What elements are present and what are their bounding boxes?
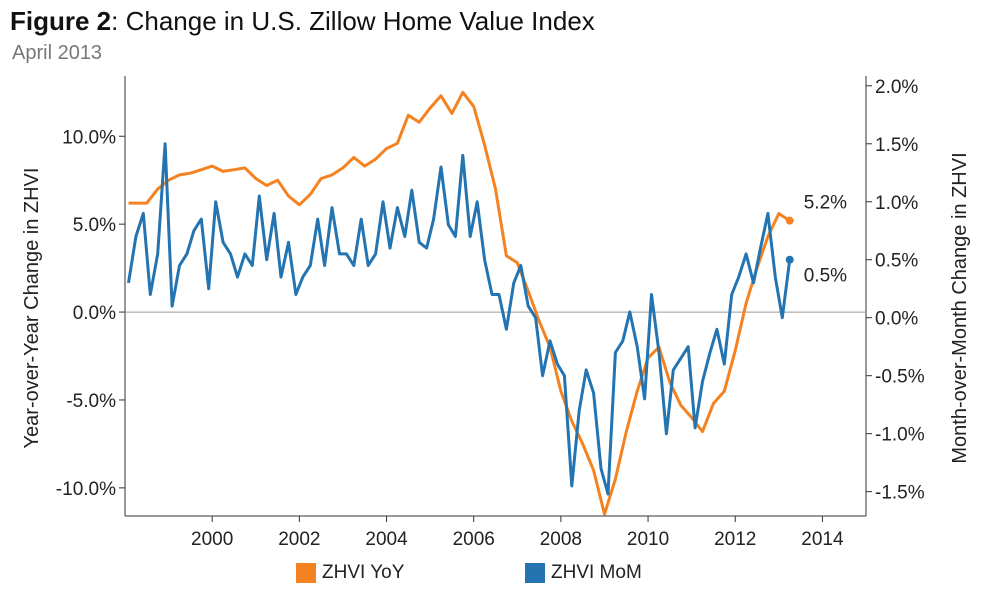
right-axis-title: Month-over-Month Change in ZHVI <box>949 152 971 463</box>
series-line-yoy <box>128 90 791 516</box>
left-tick-label: 0.0% <box>73 303 116 324</box>
right-tick-label: -0.5% <box>875 367 925 388</box>
x-tick-label: 2008 <box>540 529 582 550</box>
chart-title: Figure 2: Change in U.S. Zillow Home Val… <box>10 6 595 37</box>
x-tick-label: 2010 <box>627 529 669 550</box>
x-tick-label: 2012 <box>714 529 756 550</box>
title-text: : Change in U.S. Zillow Home Value Index <box>111 6 595 36</box>
x-tick-label: 2000 <box>191 529 233 550</box>
series-line-mom <box>127 142 792 496</box>
chart-axes <box>124 76 867 517</box>
legend-item-mom: ZHVI MoM <box>525 562 642 584</box>
left-tick-label: 10.0% <box>62 127 116 148</box>
end-label-mom: 0.5% <box>804 266 847 287</box>
right-tick-label: -1.0% <box>875 425 925 446</box>
series-endpoint-yoy <box>785 216 794 225</box>
left-tick-label: -5.0% <box>66 391 116 412</box>
x-tick-label: 2014 <box>801 529 844 550</box>
legend-swatch-yoy <box>296 563 316 583</box>
series-endpoint-mom <box>785 255 794 264</box>
right-tick-label: 2.0% <box>875 77 918 98</box>
right-tick-label: 1.5% <box>875 135 918 156</box>
left-tick-label: -10.0% <box>56 479 116 500</box>
chart-subtitle: April 2013 <box>12 42 103 64</box>
right-tick-label: -1.5% <box>875 483 925 504</box>
right-tick-label: 0.0% <box>875 309 918 330</box>
x-tick-label: 2006 <box>453 529 495 550</box>
legend-label-mom: ZHVI MoM <box>551 562 642 583</box>
x-tick-label: 2002 <box>278 529 320 550</box>
chart-ticks: 2000 2002 2004 2006 2008 2010 2012 2014 10.0% 5.0… <box>56 77 925 550</box>
right-tick-label: 1.0% <box>875 193 918 214</box>
chart-legend: ZHVI YoY ZHVI MoM <box>0 562 985 592</box>
x-tick-label: 2004 <box>365 529 408 550</box>
left-tick-label: 5.0% <box>73 215 116 236</box>
end-label-yoy: 5.2% <box>804 193 847 214</box>
chart-labels: Year-over-Year Change in ZHVI Month-over-… <box>21 152 971 463</box>
legend-item-yoy: ZHVI YoY <box>296 562 404 584</box>
legend-label-yoy: ZHVI YoY <box>322 562 405 583</box>
left-axis-title: Year-over-Year Change in ZHVI <box>21 168 43 449</box>
title-figure-number: Figure 2 <box>10 6 112 36</box>
chart-lines <box>127 90 794 516</box>
legend-swatch-mom <box>525 563 545 583</box>
right-tick-label: 0.5% <box>875 251 918 272</box>
